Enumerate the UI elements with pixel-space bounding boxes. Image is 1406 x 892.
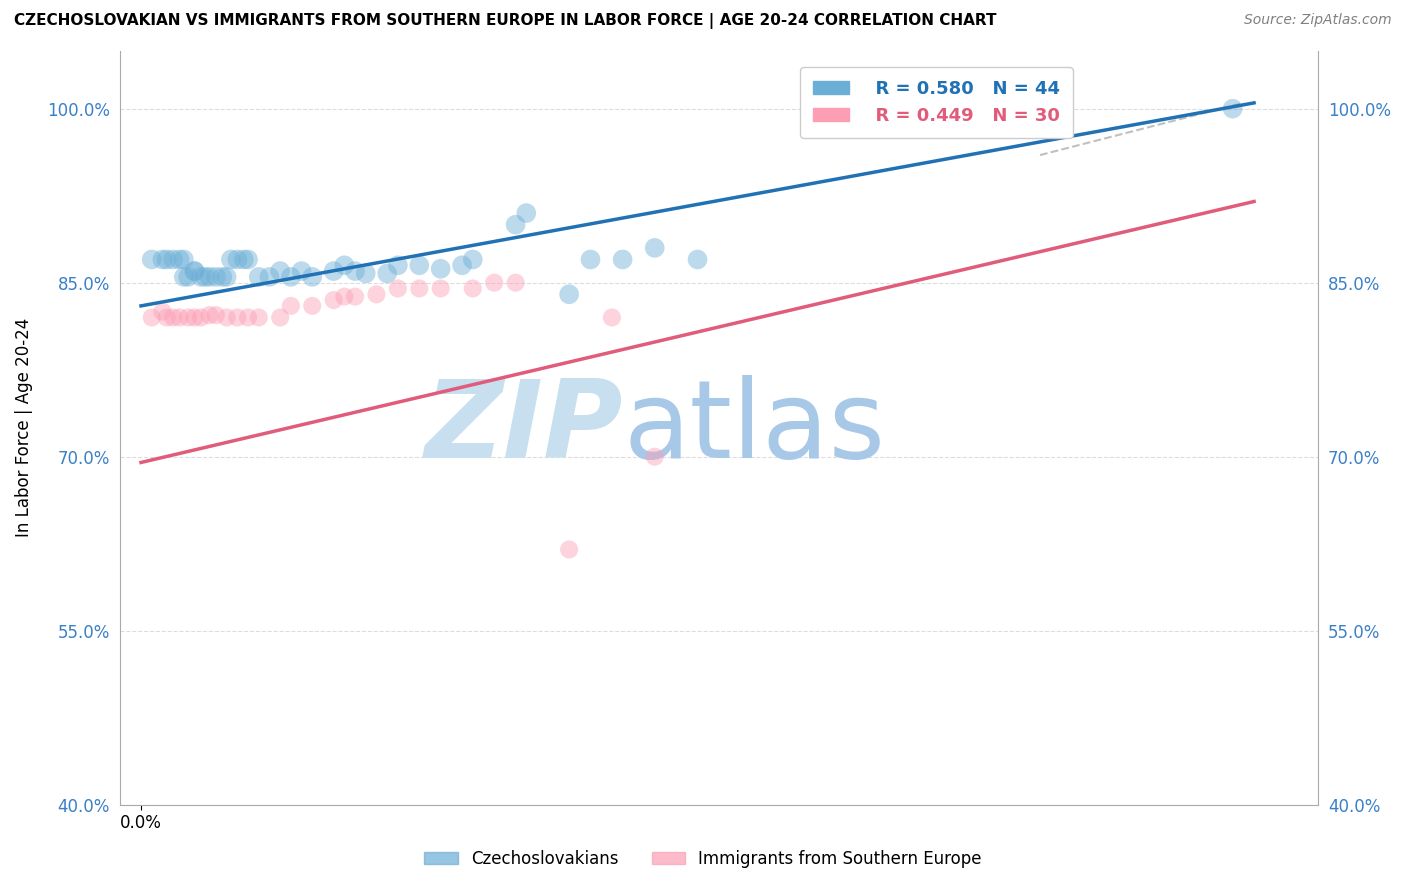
Point (333, 258, 356, 272)
Point (461, 281, 484, 295)
Point (215, 269, 238, 284)
Text: CZECHOSLOVAKIAN VS IMMIGRANTS FROM SOUTHERN EUROPE IN LABOR FORCE | AGE 20-24 CO: CZECHOSLOVAKIAN VS IMMIGRANTS FROM SOUTH… (14, 13, 997, 29)
Point (344, 264, 367, 278)
Point (247, 310, 270, 325)
Point (344, 290, 367, 304)
Point (375, 267, 398, 281)
Legend:   R = 0.580   N = 44,   R = 0.449   N = 30: R = 0.580 N = 44, R = 0.449 N = 30 (800, 67, 1073, 137)
Point (183, 264, 205, 278)
Point (183, 310, 205, 325)
Point (301, 299, 323, 313)
Text: atlas: atlas (623, 375, 884, 481)
Point (211, 269, 233, 284)
Point (461, 252, 484, 267)
Point (269, 264, 291, 278)
Text: Source: ZipAtlas.com: Source: ZipAtlas.com (1244, 13, 1392, 28)
Point (408, 258, 430, 272)
Point (247, 269, 270, 284)
Point (215, 310, 238, 325)
Y-axis label: In Labor Force | Age 20-24: In Labor Force | Age 20-24 (15, 318, 32, 537)
Point (612, 252, 634, 267)
Point (156, 310, 179, 325)
Point (408, 281, 430, 295)
Point (183, 264, 205, 278)
Point (301, 269, 323, 284)
Point (236, 252, 259, 267)
Point (644, 241, 666, 255)
Point (205, 269, 228, 284)
Point (198, 269, 221, 284)
Point (169, 310, 191, 325)
Point (177, 269, 200, 284)
Point (558, 542, 581, 557)
Point (152, 304, 174, 318)
Point (194, 269, 217, 284)
Point (190, 310, 212, 325)
Point (387, 281, 409, 295)
Point (219, 252, 242, 267)
Point (354, 267, 377, 281)
Point (162, 252, 184, 267)
Point (280, 269, 302, 284)
Point (232, 252, 254, 267)
Point (322, 264, 344, 278)
Point (226, 252, 249, 267)
Point (429, 261, 451, 276)
Point (173, 269, 195, 284)
Point (269, 310, 291, 325)
Point (236, 310, 259, 325)
Point (205, 308, 228, 322)
Point (280, 299, 302, 313)
Point (259, 269, 281, 284)
Point (173, 252, 195, 267)
Point (579, 252, 602, 267)
Point (322, 293, 344, 307)
Point (482, 276, 505, 290)
Point (600, 310, 623, 325)
Point (429, 281, 451, 295)
Point (177, 310, 200, 325)
Point (644, 450, 666, 464)
Point (558, 287, 581, 301)
Point (1222, 102, 1244, 116)
Point (141, 252, 163, 267)
Point (515, 206, 537, 220)
Point (387, 258, 409, 272)
Legend: Czechoslovakians, Immigrants from Southern Europe: Czechoslovakians, Immigrants from Southe… (418, 844, 988, 875)
Point (152, 252, 174, 267)
Point (162, 310, 184, 325)
Text: ZIP: ZIP (425, 375, 623, 481)
Point (366, 287, 388, 301)
Point (190, 269, 212, 284)
Point (290, 264, 312, 278)
Point (451, 258, 474, 272)
Point (333, 290, 356, 304)
Point (198, 308, 221, 322)
Point (505, 218, 527, 232)
Point (226, 310, 249, 325)
Point (169, 252, 191, 267)
Point (156, 252, 179, 267)
Point (686, 252, 709, 267)
Point (141, 310, 163, 325)
Point (505, 276, 527, 290)
